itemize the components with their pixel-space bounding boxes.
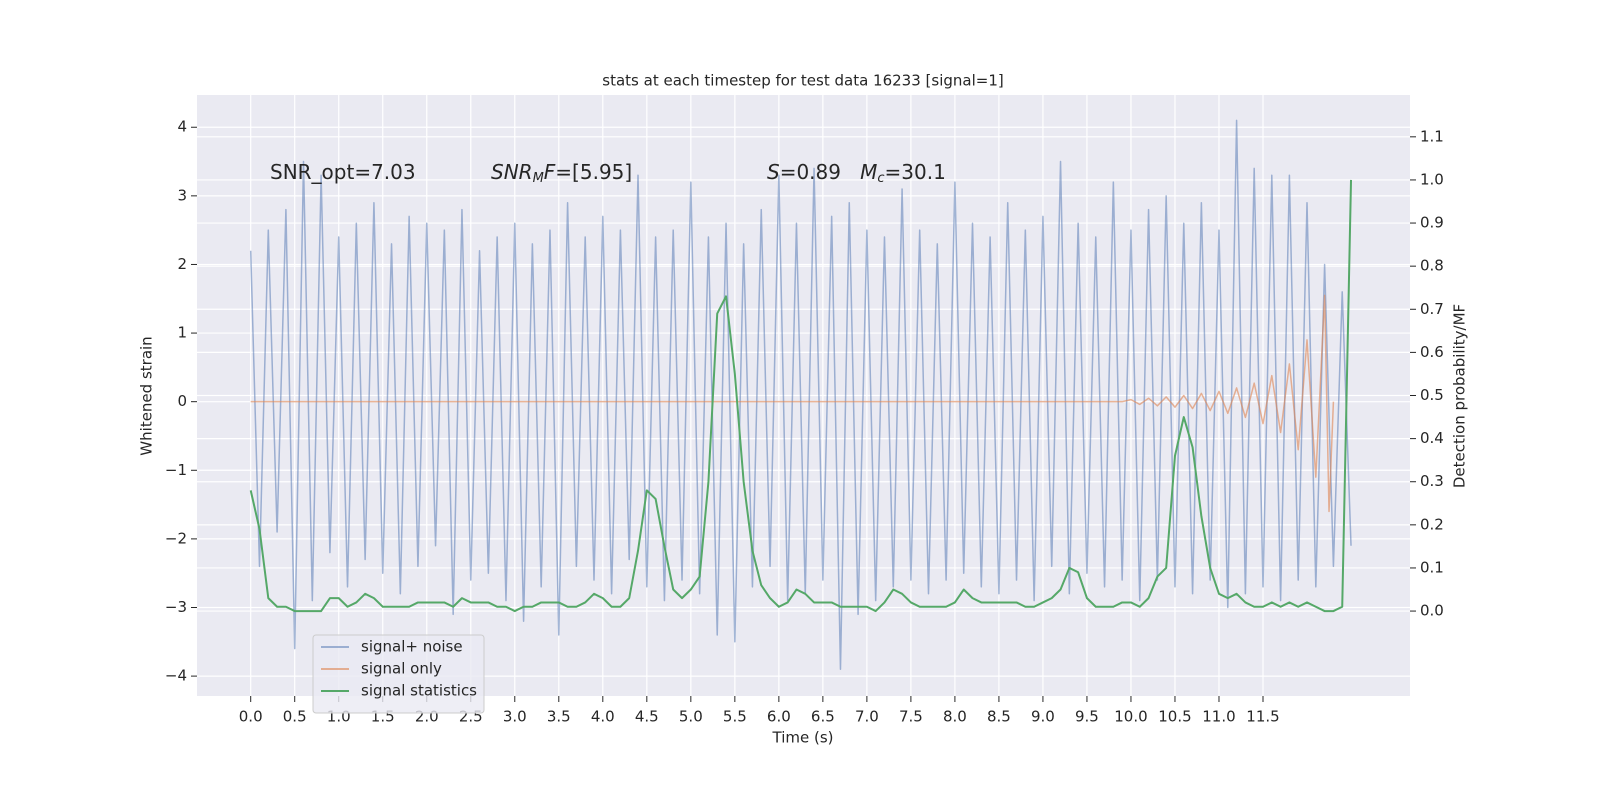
plot-area xyxy=(249,119,1353,670)
annotation-part: =30.1 xyxy=(885,160,946,184)
x-tick-label: 7.0 xyxy=(855,708,879,726)
y-tick-label: −4 xyxy=(165,667,187,685)
y2-tick-label: 0.3 xyxy=(1420,472,1444,490)
legend-label: signal only xyxy=(361,660,442,678)
y-tick-label: 3 xyxy=(177,186,187,204)
annotation: SNRMF=[5.95] xyxy=(491,160,632,186)
annotation-part: S xyxy=(767,160,780,184)
y2-tick-label: 1.1 xyxy=(1420,127,1444,145)
y-axis-label: Whitened strain xyxy=(138,336,156,455)
y2-tick-label: 0.0 xyxy=(1420,602,1444,620)
annotation-part: F xyxy=(544,160,556,184)
x-tick-label: 8.5 xyxy=(987,708,1011,726)
y-tick-label: 0 xyxy=(177,392,187,410)
x-tick-label: 4.5 xyxy=(635,708,659,726)
x-tick-label: 9.5 xyxy=(1075,708,1099,726)
legend: signal+ noise signal only signal statistic… xyxy=(312,634,485,714)
annotation-part: M xyxy=(533,171,544,186)
x-tick-label: 6.5 xyxy=(811,708,835,726)
x-tick-label: 0.0 xyxy=(239,708,263,726)
x-tick-label: 3.5 xyxy=(547,708,571,726)
x-tick-label: 3.0 xyxy=(503,708,527,726)
x-tick-label: 8.0 xyxy=(943,708,967,726)
x-tick-label: 10.0 xyxy=(1114,708,1147,726)
y2-tick-label: 0.7 xyxy=(1420,300,1444,318)
y-tick-label: −3 xyxy=(165,598,187,616)
annotation: S=0.89 Mc=30.1 xyxy=(767,160,946,186)
series-line xyxy=(249,179,1353,613)
y2-tick-label: 0.8 xyxy=(1420,257,1444,275)
y2-tick-label: 0.1 xyxy=(1420,558,1444,576)
x-tick-label: 9.0 xyxy=(1031,708,1055,726)
y2-tick-label: 0.6 xyxy=(1420,343,1444,361)
series-line xyxy=(249,119,1352,670)
x-tick-label: 6.0 xyxy=(767,708,791,726)
chart-title: stats at each timestep for test data 162… xyxy=(602,72,1003,90)
annotation: SNR_opt=7.03 xyxy=(270,160,416,184)
y2-tick-label: 0.4 xyxy=(1420,429,1444,447)
legend-label: signal+ noise xyxy=(361,638,463,656)
annotation-part: =0.89 xyxy=(780,160,860,184)
y2-tick-label: 1.0 xyxy=(1420,170,1444,188)
x-tick-label: 0.5 xyxy=(283,708,307,726)
y-tick-label: 1 xyxy=(177,324,187,342)
y2-tick-label: 0.2 xyxy=(1420,515,1444,533)
annotation-part: SNR_opt=7.03 xyxy=(270,160,416,184)
y2-tick-label: 0.5 xyxy=(1420,386,1444,404)
x-tick-label: 4.0 xyxy=(591,708,615,726)
x-tick-label: 11.0 xyxy=(1202,708,1235,726)
y-tick-label: 4 xyxy=(177,118,187,136)
annotation-part: c xyxy=(877,171,884,186)
legend-label: signal statistics xyxy=(361,682,477,700)
y-tick-label: −1 xyxy=(165,461,187,479)
x-tick-label: 7.5 xyxy=(899,708,923,726)
legend-box xyxy=(312,634,485,714)
annotation-part: M xyxy=(860,160,877,184)
x-tick-label: 11.5 xyxy=(1246,708,1279,726)
x-tick-label: 5.0 xyxy=(679,708,703,726)
y2-tick-label: 0.9 xyxy=(1420,214,1444,232)
x-tick-label: 10.5 xyxy=(1158,708,1191,726)
annotation-part: =[5.95] xyxy=(555,160,632,184)
series-line xyxy=(250,294,1335,513)
y2-axis-label: Detection probability/MF xyxy=(1451,304,1469,488)
annotation-part: SNR xyxy=(491,160,533,184)
y-tick-label: 2 xyxy=(177,255,187,273)
x-tick-label: 5.5 xyxy=(723,708,747,726)
y-tick-label: −2 xyxy=(165,529,187,547)
x-axis-label: Time (s) xyxy=(772,729,834,747)
